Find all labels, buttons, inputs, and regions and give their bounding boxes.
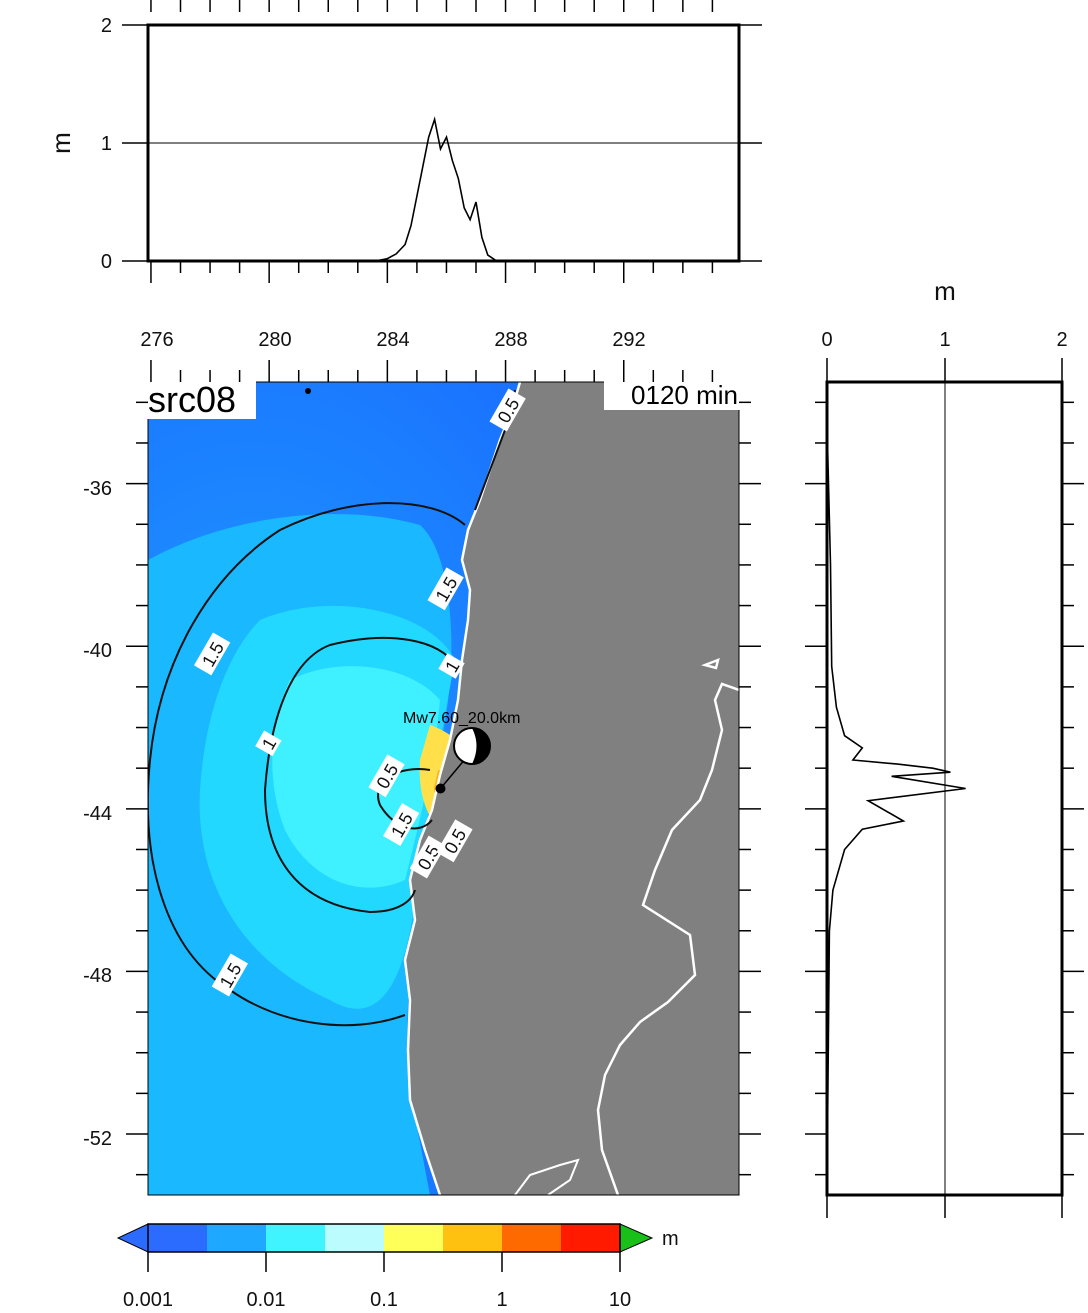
contour-inner (263, 636, 456, 914)
contour-near-source (377, 768, 433, 830)
epicenter-marker (435, 783, 446, 794)
contour-label-bg (255, 730, 282, 757)
right-axis-unit: m (934, 276, 956, 306)
colorbar-segment (148, 1224, 208, 1252)
map-panel: Mw7.60_20.0km 0.51.51.5110.51.50.50.51.5… (83, 329, 761, 1196)
title-box (144, 380, 256, 419)
top-ytick-0: 0 (101, 251, 112, 273)
land-mass (405, 382, 739, 1195)
contour-label-bg (489, 388, 526, 432)
colorbar-label-3: 1 (496, 1289, 507, 1311)
colorbar-over-arrow (619, 1223, 654, 1253)
colorbar-segment (561, 1224, 621, 1252)
colorbar-segments (148, 1224, 621, 1252)
time-box (604, 380, 741, 410)
colorbar: 0.001 0.01 0.1 1 10 m (116, 1223, 679, 1311)
contour-label: 1 (255, 730, 282, 757)
map-ytick-48: -48 (83, 965, 112, 987)
colorbar-label-1: 0.01 (247, 1289, 286, 1311)
colorbar-segment (443, 1224, 503, 1252)
contour-label-bg (211, 953, 248, 997)
run-label: src08 (148, 379, 236, 420)
source-label: Mw7.60_20.0km (403, 710, 520, 727)
map-xtick-276: 276 (140, 329, 173, 351)
focal-mechanism-beachball (453, 727, 491, 765)
contour-label-bg (368, 754, 405, 798)
map-frame (147, 381, 740, 1196)
right-xtick-1: 1 (939, 329, 950, 351)
map-ytick-40: -40 (83, 640, 112, 662)
colorbar-segment (384, 1224, 444, 1252)
top-axis-unit: m (46, 132, 76, 154)
colorbar-under-arrow (116, 1223, 149, 1253)
map-ytick-44: -44 (83, 803, 112, 825)
top-ytick-2: 2 (101, 15, 112, 37)
colorbar-segment (207, 1224, 267, 1252)
contour-label-bg (409, 835, 446, 879)
right-panel-ticks (805, 358, 1084, 1218)
map-ytick-52: -52 (83, 1128, 112, 1150)
contour-label-bg (383, 803, 420, 847)
contour-label-bg (438, 653, 465, 679)
colorbar-segment (325, 1224, 385, 1252)
right-profile-panel: 0 1 2 m (805, 276, 1084, 1218)
map-tick-labels: 276 280 284 288 292 -36 -40 -44 -48 -52 (83, 329, 646, 1150)
contour-label: 0.5 (409, 835, 446, 879)
right-xtick-0: 0 (821, 329, 832, 351)
contour-outer (148, 502, 466, 1027)
top-profile-line (375, 116, 498, 261)
contour-label-bg (427, 567, 464, 611)
map-xtick-284: 284 (376, 329, 409, 351)
map-dot (305, 388, 311, 394)
top-panel-ticks (122, 0, 762, 283)
epicenter-connector (439, 757, 467, 789)
map-ticks (126, 360, 761, 1176)
contour-label-bg (436, 819, 473, 863)
colorbar-segment (266, 1224, 326, 1252)
map-xtick-288: 288 (494, 329, 527, 351)
island-outline (514, 1158, 580, 1195)
colorbar-label-4: 10 (609, 1289, 631, 1311)
colorbar-segment (502, 1224, 562, 1252)
map-xtick-280: 280 (258, 329, 291, 351)
map-ytick-36: -36 (83, 478, 112, 500)
right-xtick-2: 2 (1056, 329, 1067, 351)
map-xtick-292: 292 (612, 329, 645, 351)
right-profile-line (826, 422, 966, 1187)
top-ytick-1: 1 (101, 133, 112, 155)
colorbar-ticks (147, 1252, 621, 1272)
border-line (596, 657, 739, 1195)
contour-label: 0.5 (368, 754, 405, 798)
contour-label: 1 (438, 653, 465, 679)
contour-label-bg (193, 632, 231, 676)
colorbar-label-0: 0.001 (123, 1289, 173, 1311)
top-profile-panel: 2 1 0 m (46, 0, 762, 283)
time-label: 0120 min (631, 380, 738, 410)
colorbar-label-2: 0.1 (370, 1289, 398, 1311)
colorbar-unit: m (662, 1228, 679, 1250)
